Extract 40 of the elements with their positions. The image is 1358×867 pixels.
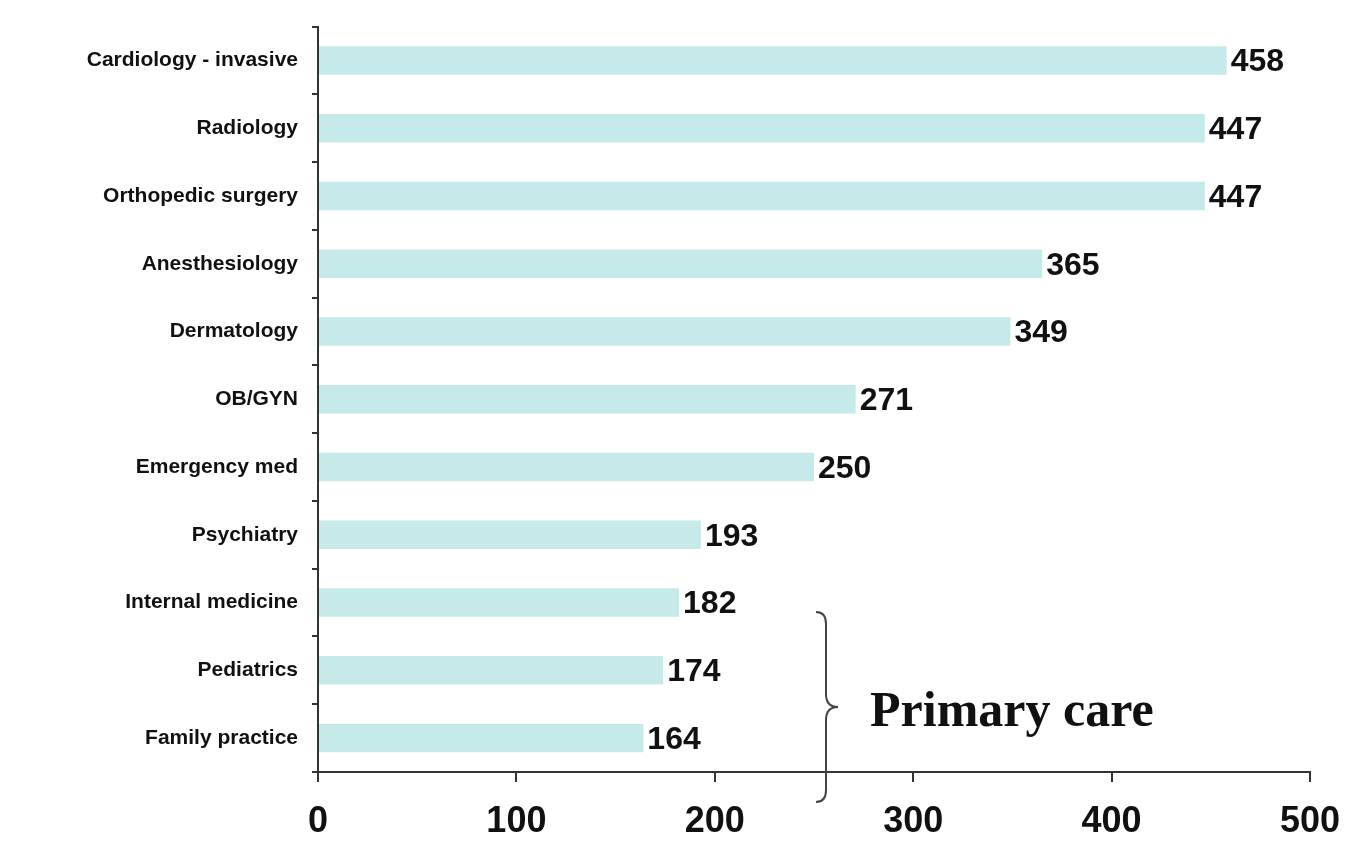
x-tick-label: 500 — [1279, 798, 1341, 840]
y-tick-label: Internal medicine — [125, 589, 298, 613]
data-label: 174 — [667, 652, 721, 689]
x-tick-label: 400 — [1081, 798, 1142, 840]
y-tick-label: Dermatology — [169, 318, 299, 342]
x-tick-label: 0 — [307, 798, 329, 840]
bar — [319, 385, 856, 414]
y-tick-label: Psychiatry — [191, 521, 299, 545]
y-tick-label: Cardiology - invasive — [86, 47, 298, 71]
data-label: 365 — [1046, 245, 1100, 282]
data-label: 250 — [817, 448, 872, 485]
x-tick-label: 100 — [486, 798, 547, 840]
data-label: 164 — [647, 719, 701, 756]
bar — [319, 588, 680, 617]
bar — [319, 520, 701, 550]
data-label: 458 — [1230, 42, 1285, 79]
y-tick-label: Anesthesiology — [141, 250, 299, 274]
y-tick-label: Pediatrics — [197, 657, 298, 681]
x-tick-label: 200 — [684, 798, 745, 840]
data-label: 193 — [704, 516, 759, 553]
bar — [319, 723, 644, 753]
bar — [319, 656, 664, 685]
y-tick-label: Radiology — [196, 115, 299, 139]
data-label: 182 — [683, 584, 737, 621]
annotation: Primary care — [870, 680, 1154, 738]
bar — [319, 114, 1205, 143]
bar — [319, 249, 1043, 278]
data-label: 447 — [1208, 110, 1263, 147]
data-label: 271 — [859, 381, 914, 418]
x-tick-label: 300 — [883, 798, 944, 840]
y-tick-label: OB/GYN — [215, 386, 298, 410]
bar — [319, 46, 1227, 75]
bar — [319, 452, 814, 482]
data-label: 349 — [1014, 313, 1068, 350]
y-tick-label: Orthopedic surgery — [103, 182, 299, 206]
y-tick-label: Family practice — [145, 724, 298, 748]
y-tick-label: Emergency med — [135, 453, 298, 477]
data-label: 447 — [1208, 177, 1263, 214]
bar — [319, 181, 1205, 211]
bar — [319, 317, 1011, 346]
